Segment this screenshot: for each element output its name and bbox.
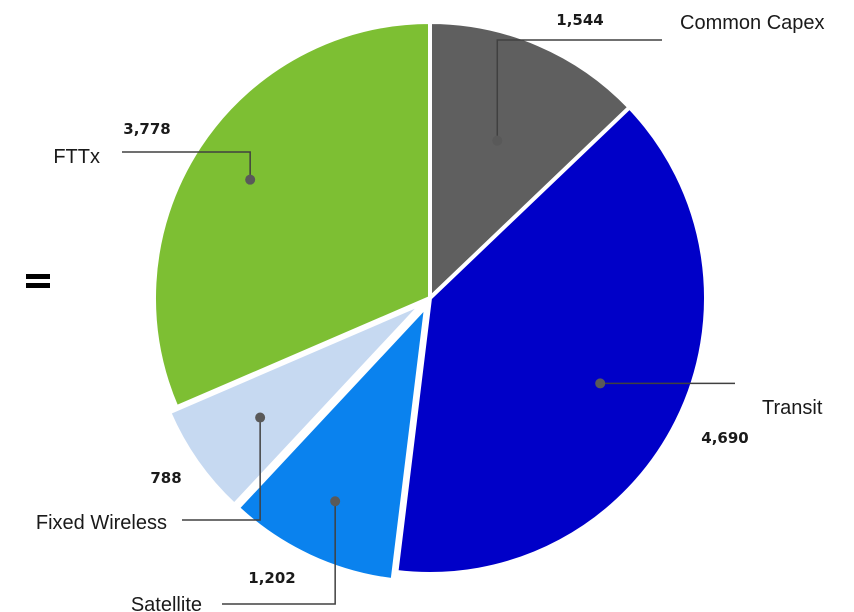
pie-slice-fttx <box>152 20 432 410</box>
equals-bar-top <box>26 274 50 279</box>
value-label-fixed-wireless: 788 <box>150 469 181 487</box>
leader-dot-satellite <box>330 496 341 507</box>
leader-dot-transit <box>595 378 606 389</box>
pie-slices <box>152 20 708 583</box>
leader-line-fixed-wireless <box>182 417 261 521</box>
value-label-common-capex: 1,544 <box>556 11 603 29</box>
category-label-satellite: Satellite <box>131 594 202 612</box>
leader-dot-fixed-wireless <box>255 412 266 423</box>
pie-slice-satellite <box>235 304 429 583</box>
pie-slice-transit <box>394 105 708 576</box>
equals-sign <box>26 274 50 288</box>
leader-line-common-capex <box>496 39 662 141</box>
value-label-fttx: 3,778 <box>123 120 170 138</box>
category-label-fixed-wireless: Fixed Wireless <box>36 512 167 534</box>
leader-dot-fttx <box>245 174 256 185</box>
category-label-fttx: FTTx <box>53 146 100 168</box>
pie-labels: Common Capex 1,544 Transit 4,690 Satellite 1,… <box>36 11 825 612</box>
leader-dot-common-capex <box>492 135 503 146</box>
leader-lines <box>122 39 735 605</box>
value-label-transit: 4,690 <box>701 429 748 447</box>
pie-slice-fixed-wireless <box>167 301 425 507</box>
pie-slice-common-capex <box>428 20 632 300</box>
value-label-satellite: 1,202 <box>248 569 295 587</box>
leader-line-fttx <box>122 151 251 180</box>
leader-line-satellite <box>222 501 336 605</box>
equals-bar-bottom <box>26 283 50 288</box>
category-label-common-capex: Common Capex <box>680 12 825 34</box>
category-label-transit: Transit <box>762 397 823 419</box>
